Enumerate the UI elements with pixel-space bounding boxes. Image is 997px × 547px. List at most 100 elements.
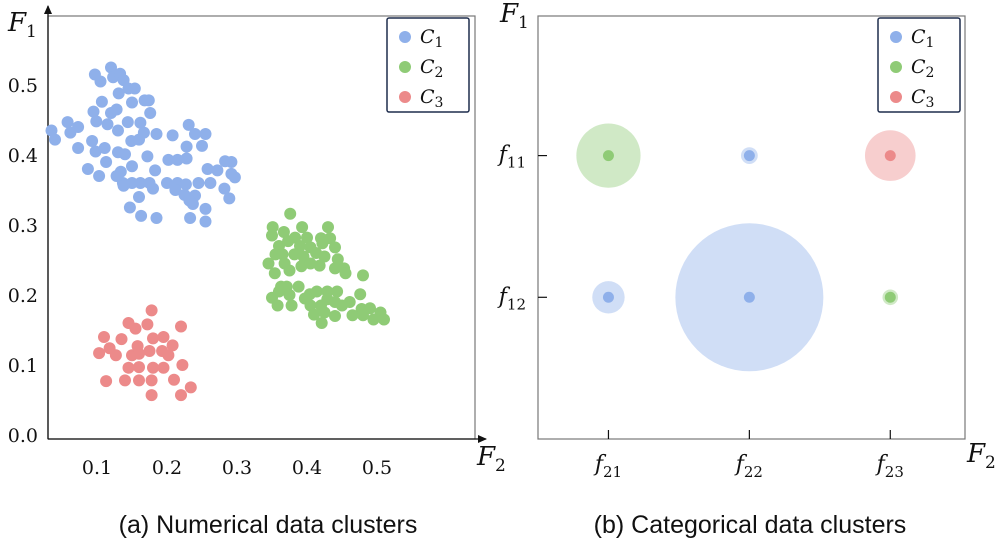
point-c2 [285,299,298,312]
x-tick-label: 0.4 [292,457,322,479]
point-c2 [329,241,341,254]
point-c1 [105,61,117,74]
legend-marker-c2-b [890,61,902,73]
point-c3 [122,361,135,374]
point-c1 [196,139,208,152]
point-c2 [277,226,290,238]
legend-label-c2-b: C2 [911,56,934,81]
point-c1 [87,105,100,118]
point-c1 [184,212,197,224]
point-c3 [129,322,142,335]
point-c1 [72,142,85,154]
point-c1 [144,107,157,119]
y-category-label: f12 [497,284,526,313]
point-c1 [204,177,217,189]
point-c2 [304,299,317,312]
x-category-labels: f21 f22 f23 [593,430,904,481]
point-c1 [81,163,94,175]
point-c2 [283,264,296,277]
point-c1 [180,152,193,165]
point-c3 [98,331,110,343]
point-c1 [182,118,195,131]
point-c2 [282,235,295,248]
point-c1 [180,140,193,153]
point-c2 [296,221,309,234]
legend-marker-c3-a [399,91,411,103]
point-c3 [100,375,113,388]
point-c1 [117,179,130,192]
point-c2 [329,310,341,322]
point-c1 [142,94,155,107]
point-c1 [101,118,114,131]
legend-label-c1-a: C1 [420,26,443,51]
point-c1 [223,192,236,205]
point-c3 [109,349,122,362]
legend-marker-c3-b [890,91,902,103]
bubble-center-f22-f11 [743,150,755,162]
point-c1 [86,135,99,147]
bubble-center-f23-f12 [884,291,896,303]
point-c1 [141,150,154,163]
legend-marker-c1-b [890,31,902,43]
point-c1 [94,75,107,88]
point-c3 [141,318,154,331]
x-tick-label: 0.2 [152,457,182,479]
point-c1 [112,87,125,100]
point-c1 [128,82,141,95]
point-c1 [201,163,214,175]
point-c1 [61,116,74,129]
plot-frame-b [537,15,966,440]
legend-b: C1 C2 C3 [877,17,961,113]
point-c3 [93,347,106,360]
x-tick-label: 0.1 [82,457,112,479]
point-c2 [292,280,305,293]
point-c1 [171,153,184,166]
y-axis-label-b: F1 [499,0,529,33]
point-c2 [346,309,359,322]
y-tick-label: 0.3 [8,215,38,237]
legend-label-c3-b: C3 [911,86,934,111]
point-c1 [98,142,111,154]
point-c2 [357,309,369,322]
point-c2 [318,250,331,263]
point-c2 [310,285,323,298]
x-axis-label-a: F2 [476,442,506,476]
scatter-points [45,61,390,402]
point-c2 [367,313,380,326]
point-c2 [378,313,390,326]
point-c1 [133,133,145,146]
y-tick-label: 0.0 [8,425,38,447]
point-c1 [93,170,106,182]
legend-marker-c2-a [399,61,411,73]
point-c1 [95,95,108,108]
point-c1 [150,212,163,224]
point-c3 [143,345,156,357]
point-c1 [49,133,61,146]
point-c1 [135,209,148,222]
point-c2 [354,288,367,301]
bubble-center-f21-f11 [602,150,614,162]
point-c1 [133,191,145,203]
y-tick-label: 0.5 [8,75,38,97]
point-c2 [315,317,328,329]
point-c1 [121,116,134,129]
point-c2 [331,285,344,298]
point-c1 [166,129,179,142]
point-c1 [225,156,238,168]
point-c3 [119,374,131,387]
legend-marker-c1-a [399,31,411,43]
legend-label-c1-b: C1 [911,26,934,51]
point-c2 [304,257,317,270]
point-c1 [147,182,159,195]
point-c3 [168,373,180,386]
point-c1 [162,153,175,166]
point-c2 [288,248,301,261]
point-c2 [357,269,369,282]
point-c1 [186,198,199,210]
x-tick-label: 0.3 [222,457,252,479]
point-c2 [295,260,308,273]
point-c3 [147,332,159,345]
legend-a: C1 C2 C3 [386,17,470,113]
x-tick-labels-a: 0.1 0.2 0.3 0.4 0.5 [82,457,392,479]
